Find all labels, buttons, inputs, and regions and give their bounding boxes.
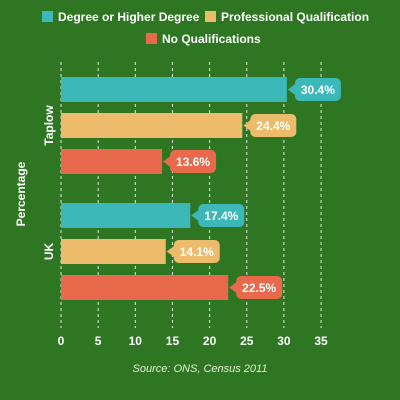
data-label-pointer-uk-2 [229,281,238,294]
data-label-box-uk-1 [173,240,220,263]
data-label-uk-0: 17.4% [204,209,238,223]
category-label-uk: UK [42,243,56,261]
data-label-taplow-1: 24.4% [256,119,290,133]
legend-label-1[interactable]: Professional Qualification [221,10,369,24]
data-label-box-uk-2 [236,276,283,299]
legend: Degree or Higher Degree Professional Qual… [42,10,369,46]
x-tick-label-4: 20 [203,334,217,348]
x-tick-label-2: 10 [129,334,143,348]
x-tick-label-6: 30 [277,334,291,348]
data-label-pointer-uk-0 [191,209,200,222]
bar-uk-2[interactable] [61,275,229,300]
data-label-pointer-taplow-0 [287,83,296,96]
x-tick-label-5: 25 [240,334,254,348]
data-labels: 30.4% 24.4% 13.6% 17.4% 14.1% 22.5% [163,78,341,299]
data-label-taplow-0: 30.4% [301,83,335,97]
bars [61,77,287,300]
data-label-box-taplow-0 [294,78,341,101]
data-label-pointer-taplow-2 [163,155,172,168]
bar-uk-1[interactable] [61,239,166,264]
y-axis-label: Percentage [14,161,28,226]
x-tick-label-3: 15 [166,334,180,348]
legend-label-0[interactable]: Degree or Higher Degree [58,10,200,24]
data-label-uk-2: 22.5% [242,281,276,295]
data-label-taplow-2: 13.6% [176,155,210,169]
data-label-uk-1: 14.1% [180,245,214,259]
bar-taplow-2[interactable] [61,149,163,174]
x-tick-label-1: 5 [95,334,102,348]
bar-taplow-0[interactable] [61,77,287,102]
category-label-taplow: Taplow [42,105,56,146]
bar-taplow-1[interactable] [61,113,243,138]
data-label-pointer-taplow-1 [243,119,252,132]
data-label-box-taplow-1 [250,114,297,137]
x-tick-label-0: 0 [58,334,65,348]
source-note: Source: ONS, Census 2011 [133,363,268,375]
data-label-box-taplow-2 [170,150,217,173]
category-labels: Taplow UK [42,105,56,261]
data-label-pointer-uk-1 [166,245,175,258]
x-tick-label-7: 35 [314,334,328,348]
legend-swatch-0[interactable] [42,11,53,22]
legend-swatch-1[interactable] [205,11,216,22]
legend-swatch-2[interactable] [146,33,157,44]
bar-uk-0[interactable] [61,203,191,228]
x-axis-ticks: 0 5 10 15 20 25 30 35 [58,334,328,348]
data-label-box-uk-0 [198,204,245,227]
legend-label-2[interactable]: No Qualifications [162,32,261,46]
grid [60,62,322,328]
